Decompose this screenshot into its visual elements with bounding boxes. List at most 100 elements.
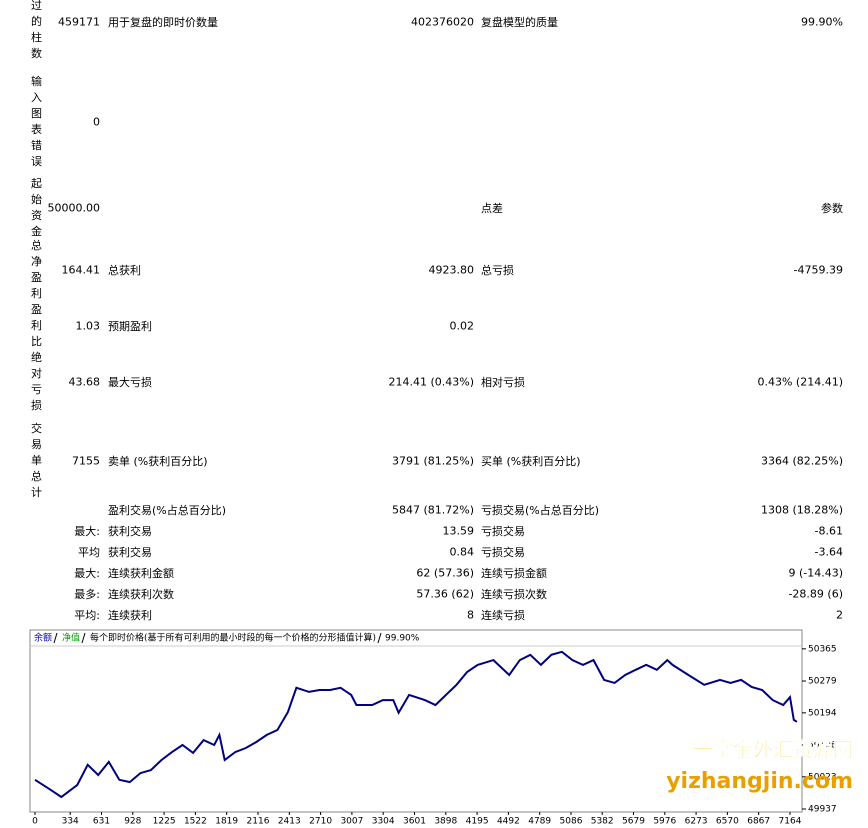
y-tick-label: 49937 (808, 805, 837, 815)
cell-label: 相对亏损 (481, 376, 525, 389)
cell-value: 平均 (78, 546, 100, 559)
cell-label: 连续亏损金额 (481, 567, 547, 580)
chart-frame (29, 629, 803, 813)
cell-label: 预期盈利 (108, 320, 152, 333)
x-tick-label: 5382 (591, 817, 614, 827)
chart-quality: 99.90% (385, 634, 420, 644)
cell-label: 连续亏损 (481, 609, 525, 622)
y-tick-label: 50365 (808, 644, 837, 654)
cell-label: 获利交易 (108, 525, 152, 538)
cell-value: 13.59 (442, 524, 475, 538)
cell-label: 亏损交易 (481, 546, 525, 559)
x-tick-label: 1522 (184, 817, 207, 827)
cell-value: -28.89 (6) (788, 587, 843, 601)
cell-value: 459171 (58, 15, 100, 29)
cell-value: 最多: (74, 588, 100, 601)
cell-value: -8.61 (814, 524, 843, 538)
cell-value: 最大: (74, 567, 100, 580)
cell-value: 214.41 (0.43%) (388, 375, 474, 389)
x-tick-label: 3007 (340, 817, 363, 827)
cell-value: 1308 (18.28%) (760, 503, 843, 517)
cell-value: -3.64 (814, 545, 843, 559)
cell-label: 连续亏损次数 (481, 588, 547, 601)
cell-value: 164.41 (61, 263, 101, 277)
cell-value: 9 (-14.43) (788, 566, 843, 580)
cell-label: 总获利 (108, 264, 141, 277)
x-tick-label: 334 (62, 817, 79, 827)
cell-value: 4923.80 (428, 263, 475, 277)
x-tick-label: 4789 (528, 817, 551, 827)
x-tick-label: 3601 (403, 817, 426, 827)
cell-value: 参数 (821, 202, 843, 215)
cell-value: 平均: (74, 609, 100, 622)
cell-value: 62 (57.36) (416, 566, 474, 580)
cell-label: 最大亏损 (108, 376, 152, 389)
x-tick-label: 5679 (622, 817, 645, 827)
cell-label: 总亏损 (481, 264, 514, 277)
x-tick-label: 6570 (716, 817, 739, 827)
cell-label: 亏损交易(%占总百分比) (481, 504, 600, 517)
row-label: 盈利比 (31, 303, 42, 348)
x-tick-label: 2413 (278, 817, 301, 827)
cell-label: 卖单 (%获利百分比) (108, 455, 208, 468)
x-tick-label: 3898 (434, 817, 457, 827)
row-label: 绝对亏损 (31, 351, 42, 412)
y-tick-label: 50194 (808, 708, 837, 718)
separator (53, 632, 58, 644)
x-tick-label: 4195 (466, 817, 489, 827)
cell-value: 99.90% (801, 15, 843, 29)
separator (81, 632, 86, 644)
cell-value: 3364 (82.25%) (760, 454, 843, 468)
cell-value: 8 (467, 608, 474, 622)
cell-value: 0.43% (214.41) (757, 375, 843, 389)
cell-label: 连续获利金额 (108, 567, 174, 580)
cell-value: 2 (836, 608, 843, 622)
row-label: 起始资金 (31, 177, 42, 238)
legend-equity: 净值 (62, 632, 80, 644)
watermark: 一掌金外汇资源网 (693, 738, 853, 762)
cell-label: 连续获利 (108, 609, 152, 622)
y-tick-label: 50023 (808, 772, 837, 782)
cell-label: 盈利交易(%占总百分比) (108, 504, 227, 517)
cell-label: 连续获利次数 (108, 588, 174, 601)
watermark: yizhangjin.com (666, 769, 853, 794)
balance-line (34, 650, 798, 799)
x-tick-label: 3304 (372, 817, 395, 827)
cell-label: 点差 (481, 202, 503, 215)
row-label: 交易单总计 (31, 422, 42, 499)
cell-value: 7155 (72, 454, 100, 468)
x-tick-label: 4492 (497, 817, 520, 827)
cell-value: 0.02 (449, 319, 475, 333)
cell-value: 最大: (74, 525, 100, 538)
x-tick-label: 5086 (560, 817, 583, 827)
x-tick-label: 7164 (779, 817, 802, 827)
cell-value: 5847 (81.72%) (391, 503, 474, 517)
row-label: 试过的柱数 (31, 0, 42, 60)
cell-value: 43.68 (68, 375, 101, 389)
legend-balance: 余额 (34, 632, 52, 644)
x-tick-label: 1819 (215, 817, 238, 827)
cell-value: 0.84 (449, 545, 475, 559)
cell-value: 57.36 (62) (416, 587, 474, 601)
separator (377, 632, 382, 644)
y-tick-label: 50279 (808, 677, 837, 687)
cell-label: 亏损交易 (481, 525, 525, 538)
x-tick-label: 5976 (653, 817, 676, 827)
x-tick-label: 928 (124, 817, 141, 827)
chart-title: 每个即时价格(基于所有可利用的最小时段的每一个价格的分形插值计算) (90, 632, 376, 644)
cell-label: 买单 (%获利百分比) (481, 455, 581, 468)
x-tick-label: 2116 (247, 817, 270, 827)
cell-value: 0 (93, 115, 100, 129)
x-tick-label: 1225 (153, 817, 176, 827)
cell-value: 402376020 (411, 15, 474, 29)
y-tick-label: 50108 (808, 741, 837, 751)
cell-label: 复盘模型的质量 (481, 16, 558, 29)
x-tick-label: 631 (93, 817, 110, 827)
cell-value: 3791 (81.25%) (391, 454, 474, 468)
x-tick-label: 6273 (685, 817, 708, 827)
cell-value: 1.03 (75, 319, 101, 333)
cell-label: 用于复盘的即时价数量 (108, 16, 218, 29)
cell-label: 获利交易 (108, 546, 152, 559)
